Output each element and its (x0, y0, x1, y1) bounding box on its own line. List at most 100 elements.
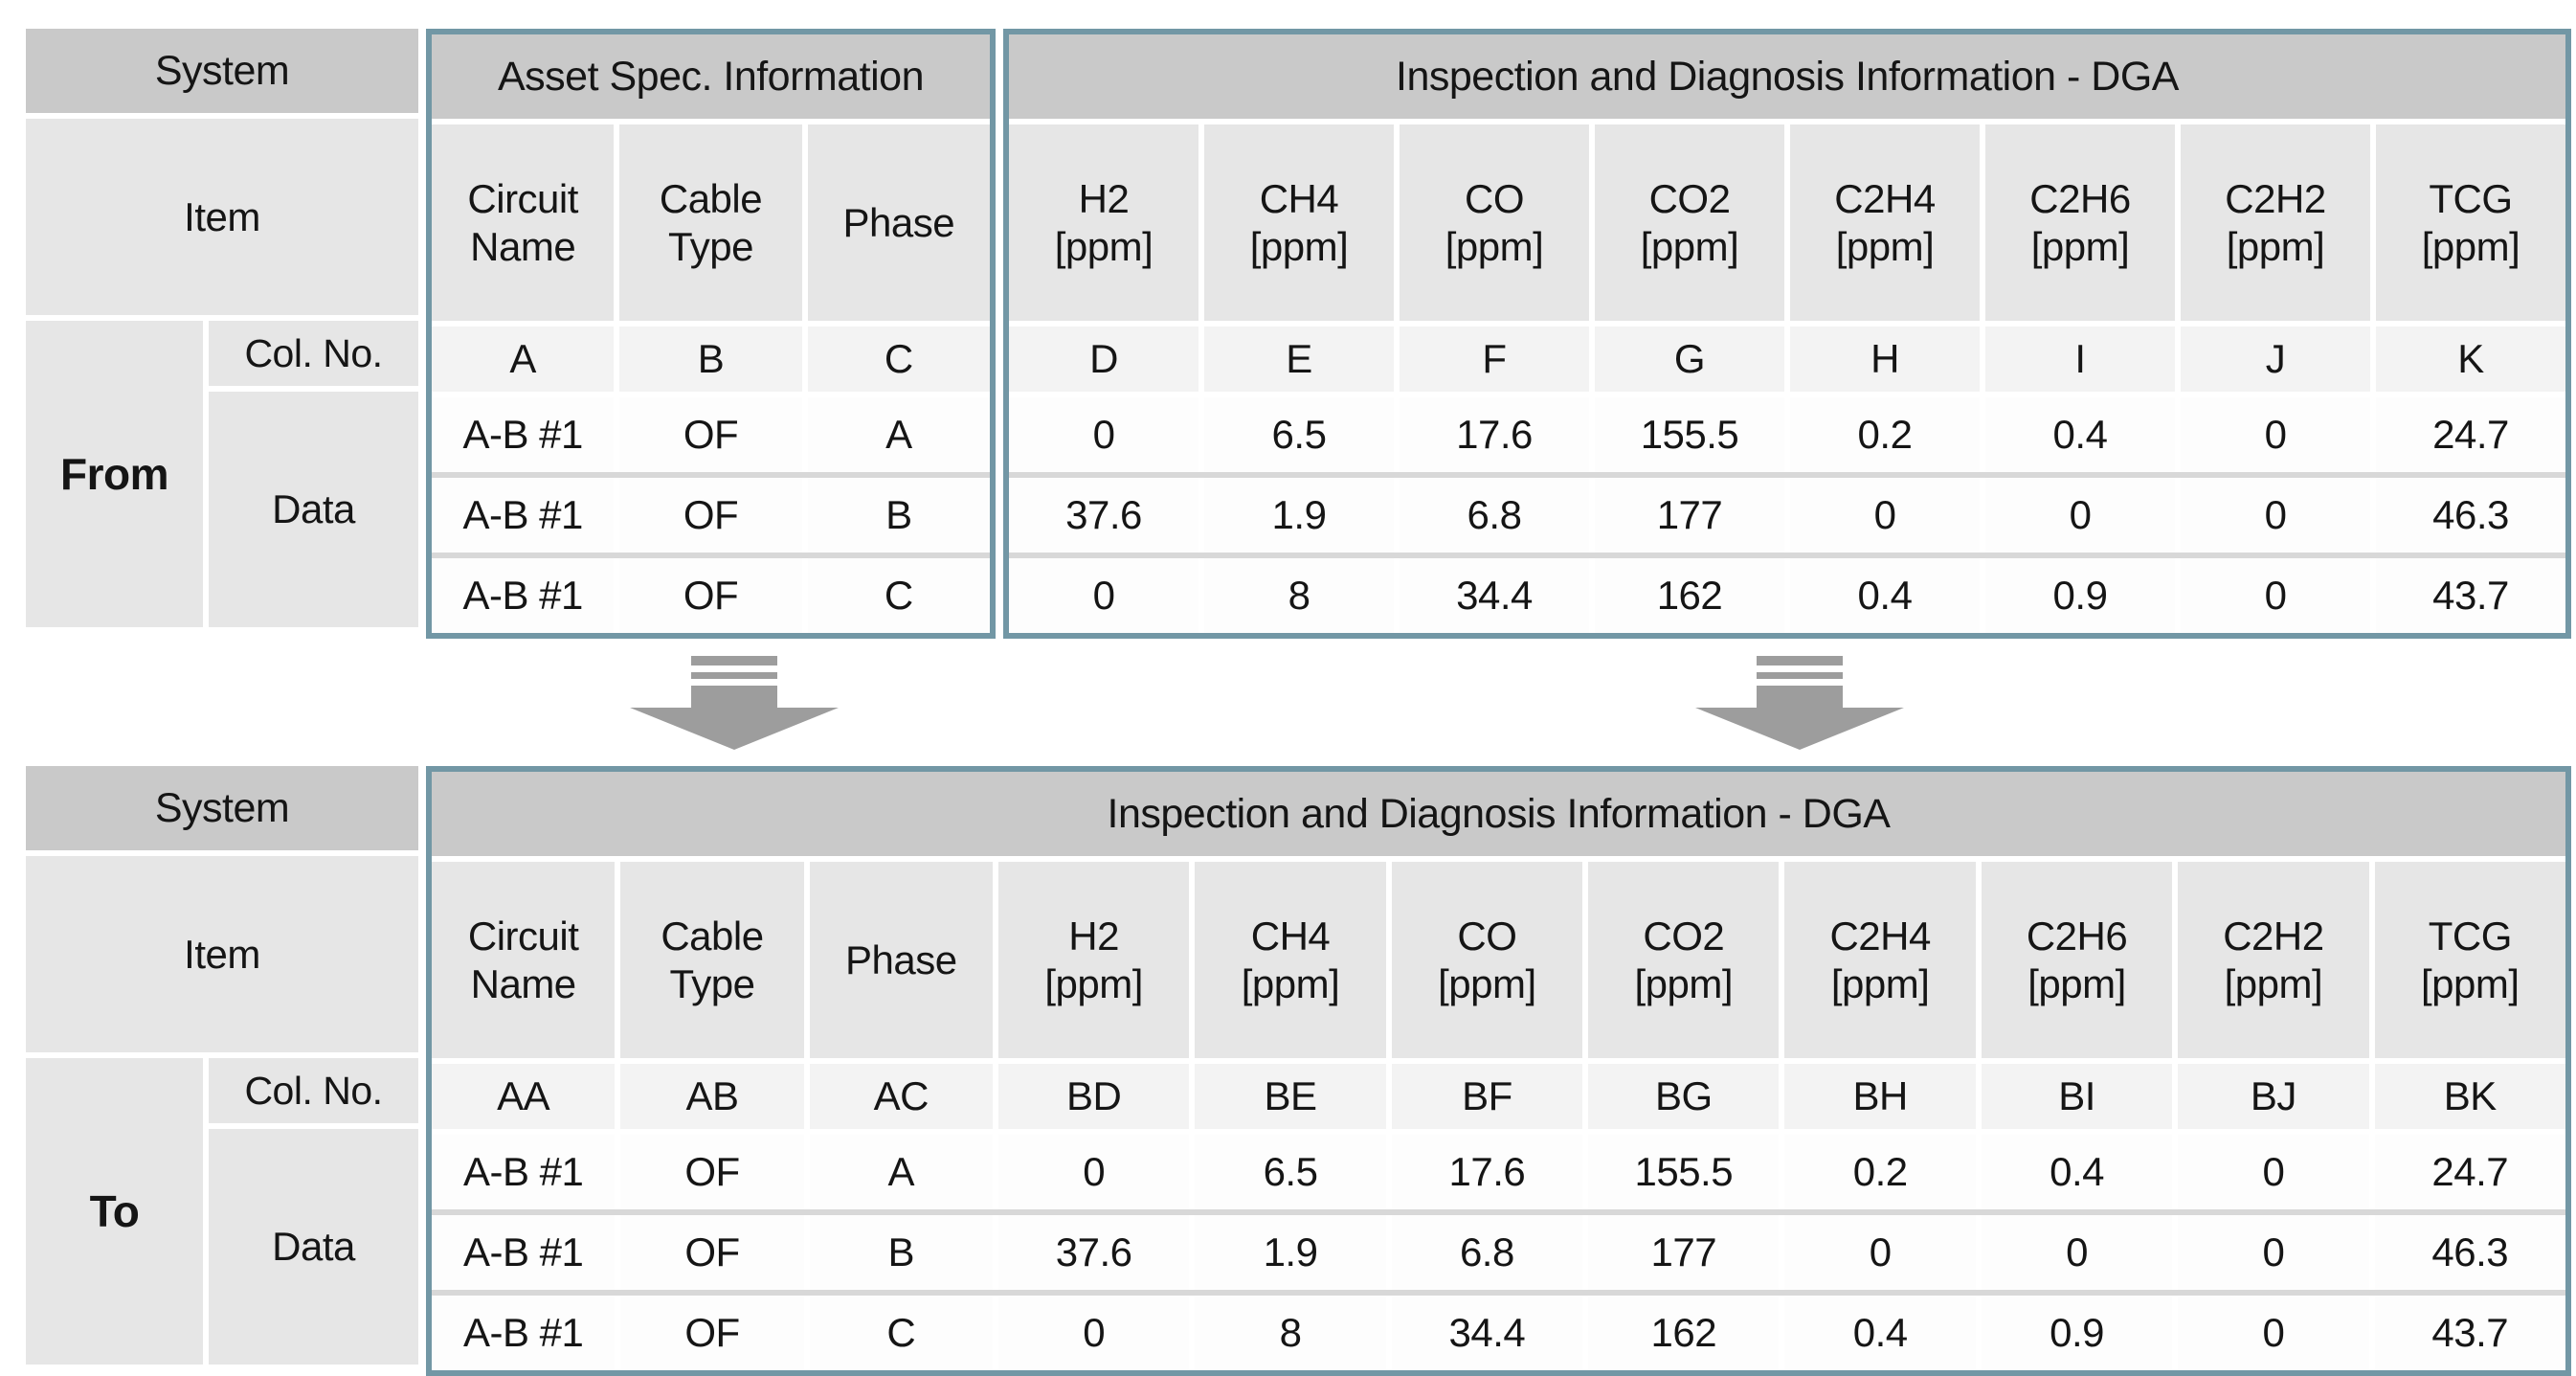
data-label: Data (209, 1129, 418, 1365)
column-header-cell: C2H2 [ppm] (2181, 124, 2370, 321)
down-arrow-icon (1695, 655, 1905, 750)
data-cell: 0.4 (1784, 1296, 1976, 1370)
column-header-cell: CO2 [ppm] (1595, 124, 1784, 321)
column-header-cell: C2H2 [ppm] (2178, 862, 2369, 1058)
data-cell: 0 (2178, 1296, 2369, 1370)
col-letter-cell: A (432, 327, 615, 392)
data-cell: 0 (2181, 558, 2370, 633)
system-header-cell: System (26, 766, 418, 850)
data-cell: 177 (1595, 478, 1784, 553)
to-row-header-block: System Item To Col. No. Data (26, 766, 418, 1365)
column-header-cell: Cable Type (619, 124, 802, 321)
data-cell: 0 (2178, 1135, 2369, 1209)
dga-arrow-slot (1023, 655, 2576, 750)
data-cell: B (809, 1215, 993, 1290)
col-letter-cell: AC (809, 1064, 993, 1129)
column-header-cell: CO2 [ppm] (1588, 862, 1780, 1058)
col-no-label: Col. No. (209, 1058, 418, 1123)
section-box: Asset Spec. Information Circuit Name A A-B … (426, 29, 996, 639)
data-cell: 0 (997, 1296, 1190, 1370)
section-title: Inspection and Diagnosis Information - D… (1009, 34, 2565, 119)
col-letter-cell: J (2181, 327, 2370, 392)
data-cell: 6.8 (1400, 478, 1589, 553)
col-letter-cell: I (1985, 327, 2175, 392)
col-letter-cell: B (619, 327, 802, 392)
section-title: Asset Spec. Information (432, 34, 990, 119)
data-cell: 0 (1009, 397, 1198, 472)
data-cell: 0 (1790, 478, 1980, 553)
col-letter-cell: C (807, 327, 990, 392)
data-cell: 0 (2178, 1215, 2369, 1290)
data-cell: 17.6 (1391, 1135, 1583, 1209)
item-label-cell: Item (26, 856, 418, 1052)
section-title: Inspection and Diagnosis Information - D… (432, 772, 2565, 856)
section-box: Inspection and Diagnosis Information - D… (426, 766, 2571, 1376)
data-cell: 0.2 (1790, 397, 1980, 472)
data-cell: 177 (1588, 1215, 1780, 1290)
from-section-boxes: Asset Spec. Information Circuit Name A A-B … (426, 29, 2571, 639)
row-separator (1009, 553, 2565, 558)
row-separator (1009, 472, 2565, 478)
data-cell: 34.4 (1400, 558, 1589, 633)
data-cell: OF (620, 1215, 804, 1290)
column-header-cell: H2 [ppm] (997, 862, 1190, 1058)
data-cell: A-B #1 (432, 1296, 616, 1370)
data-cell: 1.9 (1195, 1215, 1386, 1290)
data-cell: OF (620, 1135, 804, 1209)
section-box: Inspection and Diagnosis Information - D… (1003, 29, 2571, 639)
data-cell: 0 (1985, 478, 2175, 553)
data-cell: OF (619, 558, 802, 633)
data-cell: 0 (1009, 558, 1198, 633)
col-letter-cell: BH (1784, 1064, 1976, 1129)
data-cell: A-B #1 (432, 558, 615, 633)
col-letter-cell: H (1790, 327, 1980, 392)
data-cell: C (807, 558, 990, 633)
from-row-header-block: System Item From Col. No. Data (26, 29, 418, 627)
column-header-cell: C2H4 [ppm] (1784, 862, 1976, 1058)
column-header-cell: Circuit Name (432, 862, 616, 1058)
row-separator (432, 1209, 2565, 1215)
item-label-cell: Item (26, 119, 418, 315)
col-letter-cell: BF (1391, 1064, 1583, 1129)
data-cell: 37.6 (1009, 478, 1198, 553)
data-cell: A (807, 397, 990, 472)
data-cell: 0 (997, 1135, 1190, 1209)
column-header-cell: CO [ppm] (1391, 862, 1583, 1058)
data-cell: OF (619, 397, 802, 472)
col-letter-cell: D (1009, 327, 1198, 392)
data-cell: 155.5 (1588, 1135, 1780, 1209)
column-header-cell: Cable Type (620, 862, 804, 1058)
data-cell: 0 (2181, 478, 2370, 553)
data-cell: 0.2 (1784, 1135, 1976, 1209)
data-cell: 8 (1195, 1296, 1386, 1370)
column-header-cell: CO [ppm] (1400, 124, 1589, 321)
column-header-cell: CH4 [ppm] (1204, 124, 1394, 321)
data-cell: C (809, 1296, 993, 1370)
data-cell: 6.5 (1195, 1135, 1386, 1209)
data-cell: A-B #1 (432, 478, 615, 553)
data-cell: 34.4 (1391, 1296, 1583, 1370)
column-header-cell: C2H6 [ppm] (1981, 862, 2173, 1058)
col-letter-cell: BE (1195, 1064, 1386, 1129)
row-separator (432, 472, 990, 478)
data-cell: 24.7 (2374, 1135, 2565, 1209)
direction-label: From (26, 321, 203, 627)
col-letter-cell: E (1204, 327, 1394, 392)
to-section-boxes: Inspection and Diagnosis Information - D… (426, 766, 2571, 1376)
data-cell: 17.6 (1400, 397, 1589, 472)
col-letter-cell: BJ (2178, 1064, 2369, 1129)
data-cell: A (809, 1135, 993, 1209)
data-cell: 0.4 (1981, 1135, 2173, 1209)
col-letter-cell: F (1400, 327, 1589, 392)
down-arrow-icon (629, 655, 839, 750)
data-cell: OF (620, 1296, 804, 1370)
data-cell: 162 (1595, 558, 1784, 633)
system-header-cell: System (26, 29, 418, 113)
column-header-cell: Phase (807, 124, 990, 321)
column-header-cell: C2H4 [ppm] (1790, 124, 1980, 321)
data-cell: 6.5 (1204, 397, 1394, 472)
col-letter-cell: G (1595, 327, 1784, 392)
direction-label: To (26, 1058, 203, 1365)
row-separator (432, 553, 990, 558)
